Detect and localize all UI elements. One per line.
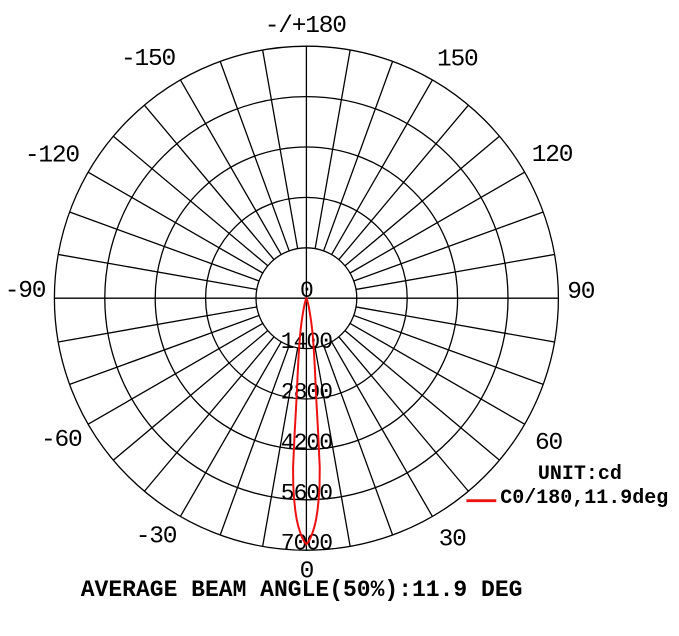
svg-text:-120: -120 — [25, 143, 80, 170]
svg-text:-30: -30 — [136, 524, 177, 551]
svg-text:-60: -60 — [41, 427, 82, 454]
svg-text:4200: 4200 — [281, 430, 332, 456]
svg-text:30: 30 — [439, 527, 467, 554]
svg-text:UNIT:cd: UNIT:cd — [538, 463, 622, 486]
svg-text:2800: 2800 — [281, 380, 332, 406]
svg-text:-90: -90 — [5, 278, 46, 305]
svg-text:0: 0 — [300, 278, 313, 304]
svg-text:150: 150 — [437, 47, 478, 74]
svg-text:60: 60 — [535, 430, 563, 457]
svg-text:-/+180: -/+180 — [265, 13, 347, 40]
svg-text:AVERAGE BEAM ANGLE(50%):11.9 D: AVERAGE BEAM ANGLE(50%):11.9 DEG — [81, 577, 523, 603]
svg-text:1400: 1400 — [281, 329, 332, 355]
svg-text:0: 0 — [300, 559, 314, 586]
svg-text:120: 120 — [532, 142, 573, 169]
svg-text:90: 90 — [567, 279, 595, 306]
svg-text:C0/180,11.9deg: C0/180,11.9deg — [500, 487, 668, 510]
svg-text:5600: 5600 — [281, 481, 332, 507]
svg-text:-150: -150 — [121, 46, 176, 73]
